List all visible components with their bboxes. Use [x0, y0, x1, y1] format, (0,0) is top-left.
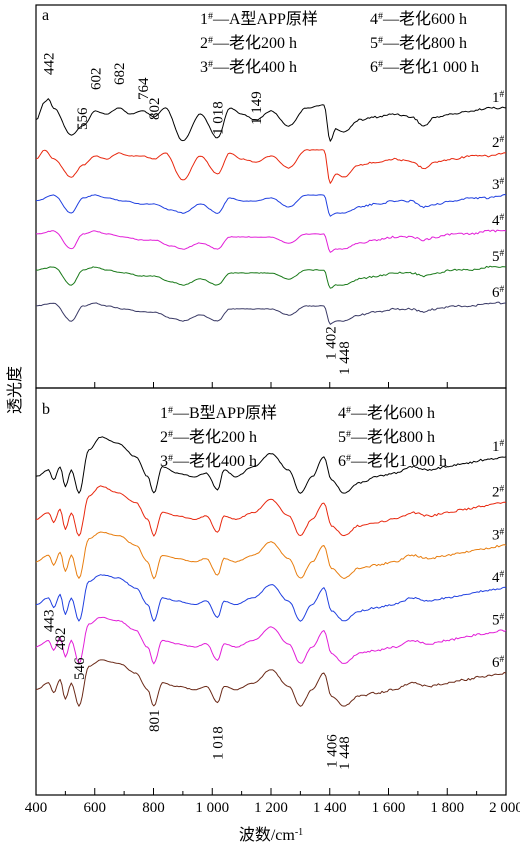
peak-label-a-9: 1 402	[323, 326, 339, 360]
series-line-b-1	[35, 436, 507, 494]
series-line-a-2	[35, 149, 507, 184]
legend-entry-a-2: 2#—老化200 h	[200, 34, 297, 52]
x-tick-label-6: 1 400	[313, 800, 347, 816]
legend-entry-b-2: 2#—老化200 h	[160, 428, 257, 446]
peak-label-a-7: 1 018	[211, 101, 227, 135]
series-line-a-5	[35, 265, 507, 289]
legend-entry-b-1: 1#—B型APP原样	[160, 404, 277, 422]
series-label-b-3: 3#	[492, 527, 505, 543]
legend-entry-a-6: 6#—老化1 000 h	[370, 58, 479, 76]
y-axis-label: 透光度	[6, 366, 24, 414]
legend-entry-b-3: 3#—老化400 h	[160, 452, 257, 470]
peak-label-a-8: 1 149	[249, 91, 265, 125]
legend-entry-b-5: 5#—老化800 h	[338, 428, 435, 446]
peak-label-a-3: 602	[88, 68, 104, 91]
series-label-b-6: 6#	[492, 655, 505, 671]
x-tick-label-8: 1 800	[430, 800, 464, 816]
series-line-a-3	[35, 194, 507, 217]
panel-label-a: a	[42, 7, 49, 24]
x-tick-label-4: 1 000	[195, 800, 229, 816]
peak-label-b-4: 801	[147, 710, 163, 733]
panel-label-b: b	[42, 401, 50, 418]
x-tick-label-1: 400	[25, 800, 48, 816]
series-label-a-1: 1#	[492, 90, 505, 106]
x-tick-label-9: 2 000	[489, 800, 520, 816]
series-line-b-4	[35, 574, 507, 622]
peak-label-b-6: 1 406	[325, 734, 341, 768]
peak-label-b-5: 1 018	[211, 726, 227, 760]
x-tick-label-2: 600	[84, 800, 107, 816]
peak-label-a-4: 682	[112, 63, 128, 86]
series-label-a-3: 3#	[492, 177, 505, 193]
peak-label-b-3: 546	[72, 657, 88, 680]
series-line-a-4	[35, 229, 507, 253]
x-tick-label-5: 1 200	[254, 800, 288, 816]
legend-entry-b-4: 4#—老化600 h	[338, 404, 435, 422]
peak-label-b-7: 1 448	[337, 736, 353, 770]
panel-b-frame	[35, 387, 507, 796]
x-tick-label-3: 800	[142, 800, 165, 816]
series-label-a-4: 4#	[492, 213, 505, 229]
series-line-b-5	[35, 616, 507, 665]
series-label-b-5: 5#	[492, 613, 505, 629]
series-label-b-2: 2#	[492, 485, 505, 501]
legend-entry-a-4: 4#—老化600 h	[370, 10, 467, 28]
legend-entry-a-3: 3#—老化400 h	[200, 58, 297, 76]
series-label-b-1: 1#	[492, 439, 505, 455]
peak-label-a-2: 556	[75, 107, 91, 130]
series-label-b-4: 4#	[492, 570, 505, 586]
legend-entry-a-5: 5#—老化800 h	[370, 34, 467, 52]
peak-label-b-1: 443	[42, 610, 58, 633]
series-line-b-6	[35, 659, 507, 707]
series-line-b-3	[35, 531, 507, 580]
peak-label-b-2: 482	[53, 628, 69, 651]
peak-label-a-6: 802	[147, 98, 163, 121]
peak-label-a-10: 1 448	[337, 341, 353, 375]
series-label-a-5: 5#	[492, 249, 505, 265]
legend-entry-a-1: 1#—A型APP原样	[200, 10, 318, 28]
peak-label-a-5: 764	[136, 77, 152, 100]
series-line-a-1	[35, 98, 507, 142]
series-label-a-2: 2#	[492, 135, 505, 151]
x-axis-label: 波数/cm-1	[239, 826, 303, 844]
x-tick-label-7: 1 600	[372, 800, 406, 816]
series-line-a-6	[36, 301, 507, 325]
legend-entry-b-6: 6#—老化1 000 h	[338, 452, 447, 470]
peak-label-a-1: 442	[41, 53, 57, 76]
series-label-a-6: 6#	[492, 285, 505, 301]
series-line-b-2	[35, 485, 507, 537]
